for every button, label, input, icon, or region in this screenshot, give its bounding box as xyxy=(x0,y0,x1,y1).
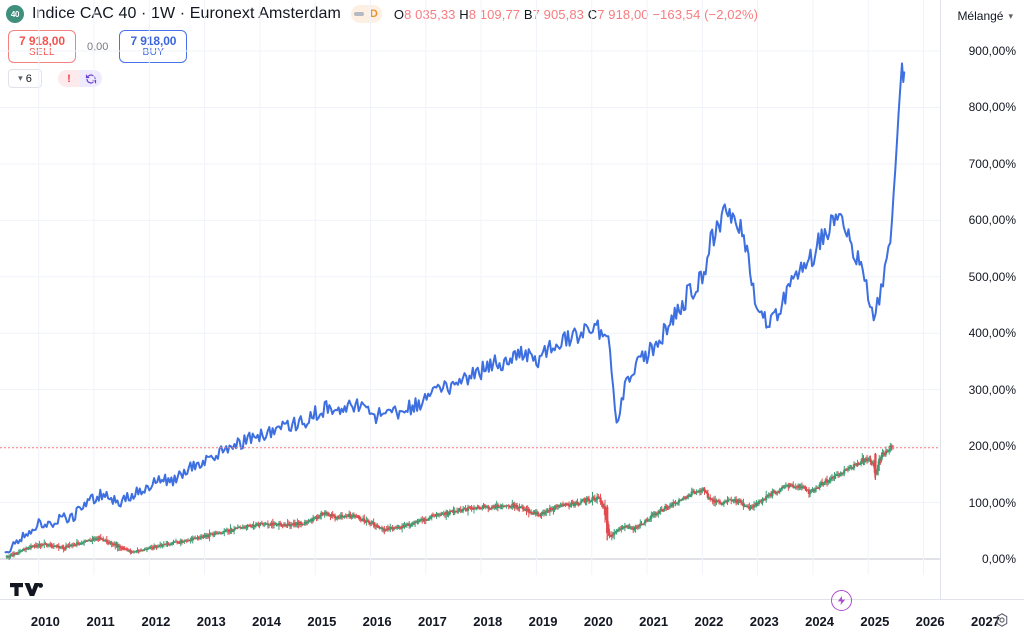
tradingview-logo[interactable] xyxy=(10,581,44,598)
chip-dash-icon xyxy=(353,12,364,16)
price-tick-label: 800,00% xyxy=(968,100,1016,115)
buy-button[interactable]: 7 918,00 BUY xyxy=(119,30,188,63)
sell-label: SELL xyxy=(28,46,56,58)
gear-icon[interactable] xyxy=(993,611,1011,629)
time-tick-label: 2020 xyxy=(583,614,613,629)
price-tick-label: 100,00% xyxy=(968,495,1016,510)
price-tick-label: 700,00% xyxy=(968,156,1016,171)
ohlc-open-value: 8 035,33 xyxy=(404,6,456,22)
symbol-legend-row: 40 Indice CAC 40 · 1W · Euronext Amsterd… xyxy=(6,2,758,26)
time-tick-label: 2018 xyxy=(473,614,503,629)
scale-mode-select[interactable]: Mélangé ▾ xyxy=(952,6,1018,26)
time-tick-label: 2015 xyxy=(307,614,337,629)
time-tick-label: 2010 xyxy=(30,614,60,629)
chart-plot-area[interactable] xyxy=(0,0,940,575)
price-tick-label: 900,00% xyxy=(968,44,1016,58)
time-tick-label: 2025 xyxy=(860,614,890,629)
price-tick-label: 600,00% xyxy=(968,213,1016,228)
trade-panel: 7 918,00 SELL 0,00 7 918,00 BUY xyxy=(8,30,188,63)
chart-legend: 40 Indice CAC 40 · 1W · Euronext Amsterd… xyxy=(0,0,1024,96)
chevron-down-icon: ▾ xyxy=(18,73,23,83)
ohlc-open-key: O xyxy=(393,6,405,22)
symbol-title[interactable]: Indice CAC 40 · 1W · Euronext Amsterdam xyxy=(32,5,341,22)
buy-label: BUY xyxy=(142,46,165,58)
price-axis[interactable]: Mélangé ▾ 900,00% 800,00% 700,00% 600,00% 50… xyxy=(940,0,1024,575)
time-tick-label: 2026 xyxy=(915,614,945,629)
price-tick-label: 0,00% xyxy=(981,552,1016,566)
ohlc-change: −163,54 (−2,02%) xyxy=(652,6,759,22)
ohlc-close-value: 7 918,00 xyxy=(597,6,649,22)
price-tick-label: 300,00% xyxy=(968,382,1016,397)
chevron-down-icon: ▾ xyxy=(1008,10,1013,21)
interval-chip[interactable]: D xyxy=(350,5,382,23)
ohlc-low-value: 7 905,83 xyxy=(532,6,585,22)
warning-icon[interactable]: ! xyxy=(58,70,80,87)
sell-price: 7 918,00 xyxy=(19,33,65,48)
quantity-value: 6 xyxy=(25,72,32,85)
mini-toolbar: ▾ 6 ! xyxy=(8,69,102,88)
price-tick-label: 500,00% xyxy=(968,269,1016,284)
time-tick-label: 2019 xyxy=(528,614,558,629)
time-tick-label: 2017 xyxy=(417,614,447,629)
ohlc-low-key: B xyxy=(523,6,533,22)
time-tick-label: 2023 xyxy=(749,614,779,629)
time-tick-label: 2016 xyxy=(362,614,392,629)
lightning-icon[interactable] xyxy=(831,590,852,611)
axis-horizontal-divider xyxy=(0,599,1024,600)
time-tick-label: 2021 xyxy=(639,614,669,629)
time-tick-label: 2012 xyxy=(141,614,171,629)
ohlc-values: O8 035,33 H8 109,77 B7 905,83 C7 918,00 … xyxy=(394,7,758,22)
symbol-badge: 40 xyxy=(6,5,24,23)
time-tick-label: 2022 xyxy=(694,614,724,629)
price-tick-label: 400,00% xyxy=(968,326,1016,341)
time-tick-label: 2013 xyxy=(196,614,226,629)
chart-canvas xyxy=(0,0,940,575)
sell-button[interactable]: 7 918,00 SELL xyxy=(8,30,76,63)
time-tick-label: 2014 xyxy=(252,614,282,629)
ohlc-close-key: C xyxy=(587,6,598,22)
chip-label: D xyxy=(369,8,378,20)
quantity-stepper[interactable]: ▾ 6 xyxy=(8,69,42,88)
axis-vertical-divider xyxy=(940,0,941,599)
spread-value: 0,00 xyxy=(87,40,109,53)
scale-mode-label: Mélangé xyxy=(957,9,1004,23)
time-tick-label: 2011 xyxy=(86,614,115,629)
price-tick-label: 200,00% xyxy=(968,439,1016,454)
time-tick-label: 2027 xyxy=(970,614,1000,629)
ohlc-high-key: H xyxy=(459,6,469,22)
time-axis[interactable]: 2010 2011 2012 2013 2014 2015 2016 2017 2018 2019… xyxy=(0,600,1024,640)
alert-sync-group: ! xyxy=(58,70,102,87)
time-tick-label: 2024 xyxy=(805,614,835,629)
buy-price: 7 918,00 xyxy=(130,33,177,48)
